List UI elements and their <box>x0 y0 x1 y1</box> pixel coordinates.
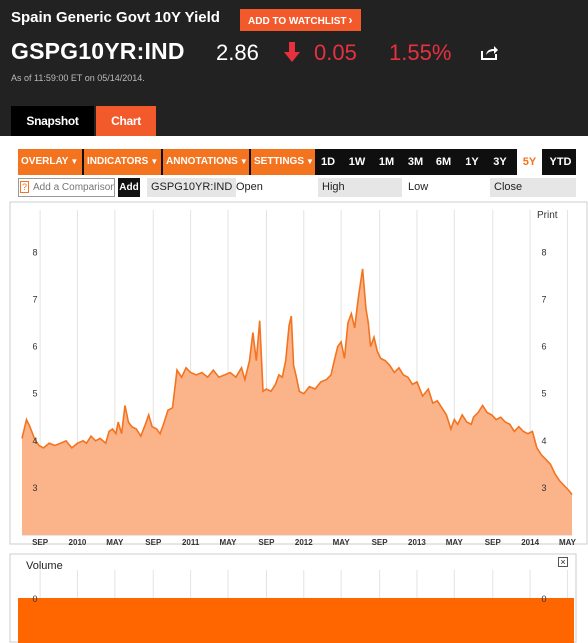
close-field: Close <box>490 178 576 197</box>
symbol-label: GSPG10YR:IND <box>147 178 237 197</box>
tab-chart[interactable]: Chart <box>96 106 156 136</box>
volume-tick-label-right-0: 0 <box>541 594 546 604</box>
y-tick-label-left-2: 5 <box>32 389 37 399</box>
caret-down-icon: ▼ <box>239 157 248 166</box>
ticker-symbol: GSPG10YR:IND <box>11 38 185 64</box>
y-tick-label-left-3: 6 <box>32 342 37 352</box>
x-tick-label-6: SEP <box>258 538 275 547</box>
open-field: Open <box>236 181 263 193</box>
range-1w[interactable]: 1W <box>348 156 366 168</box>
volume-tick-label-left-0: 0 <box>32 594 37 604</box>
y-tick-label-left-4: 7 <box>32 294 37 304</box>
help-icon[interactable]: ? <box>20 181 30 193</box>
range-6m[interactable]: 6M <box>435 156 452 168</box>
range-ytd[interactable]: YTD <box>549 156 572 168</box>
x-tick-label-9: SEP <box>372 538 389 547</box>
share-icon[interactable] <box>481 44 499 60</box>
last-price: 2.86 <box>216 40 259 65</box>
yield-chart: 3 3 4 4 5 5 6 6 7 7 8 8 SEP 2010 MAY SEP 2011 MAY SEP 2012… <box>9 201 588 643</box>
overlay-menu-label: OVERLAY <box>21 156 69 167</box>
chevron-right-icon: › <box>348 13 353 27</box>
range-3y[interactable]: 3Y <box>493 156 507 168</box>
x-tick-label-7: 2012 <box>295 538 313 547</box>
high-field: High <box>318 178 402 197</box>
as-of-timestamp: As of 11:59:00 ET on 05/14/2014. <box>11 73 145 83</box>
y-tick-label-left-5: 8 <box>32 247 37 257</box>
settings-menu-label: SETTINGS <box>254 156 305 167</box>
volume-bar <box>18 598 574 643</box>
x-tick-label-11: MAY <box>446 538 464 547</box>
x-tick-label-8: MAY <box>333 538 351 547</box>
tab-snapshot[interactable]: Snapshot <box>11 106 94 136</box>
volume-label: Volume <box>26 560 63 572</box>
range-1d[interactable]: 1D <box>320 156 336 168</box>
y-tick-label-right-1: 4 <box>541 436 546 446</box>
low-field: Low <box>408 181 429 193</box>
add-to-watchlist-button[interactable]: ADD TO WATCHLIST › <box>240 9 361 31</box>
y-tick-label-right-0: 3 <box>541 483 546 493</box>
x-axis-labels: SEP 2010 MAY SEP 2011 MAY SEP 2012 MAY SEP 2013 MAY… <box>32 538 577 547</box>
add-comparison-button[interactable]: Add <box>118 178 140 197</box>
annotations-menu[interactable]: ANNOTATIONS ▼ <box>163 149 249 175</box>
x-tick-label-10: 2013 <box>408 538 426 547</box>
indicators-menu-label: INDICATORS <box>87 156 149 167</box>
x-tick-label-12: SEP <box>485 538 502 547</box>
overlay-menu[interactable]: OVERLAY ▼ <box>18 149 82 175</box>
y-tick-label-left-0: 3 <box>32 483 37 493</box>
watchlist-label: ADD TO WATCHLIST <box>248 16 347 27</box>
x-tick-label-13: 2014 <box>521 538 539 547</box>
y-tick-label-right-2: 5 <box>541 389 546 399</box>
range-5y[interactable]: 5Y <box>517 149 542 175</box>
y-tick-label-right-4: 7 <box>541 294 546 304</box>
x-tick-label-5: MAY <box>219 538 237 547</box>
down-arrow-icon <box>284 42 300 62</box>
price-change-percent: 1.55% <box>389 40 452 65</box>
settings-menu[interactable]: SETTINGS ▼ <box>251 149 315 175</box>
print-button[interactable]: Print <box>537 210 558 221</box>
caret-down-icon: ▼ <box>306 157 314 166</box>
page-title: Spain Generic Govt 10Y Yield <box>11 9 220 26</box>
x-tick-label-0: SEP <box>32 538 49 547</box>
quote-header: Spain Generic Govt 10Y Yield ADD TO WATC… <box>0 0 588 136</box>
annotations-menu-label: ANNOTATIONS <box>166 156 238 167</box>
y-tick-label-right-5: 8 <box>541 247 546 257</box>
indicators-menu[interactable]: INDICATORS ▼ <box>84 149 161 175</box>
range-1m[interactable]: 1M <box>378 156 395 168</box>
x-tick-label-14: MAY <box>559 538 577 547</box>
yield-line <box>21 268 573 496</box>
y-tick-label-left-1: 4 <box>32 436 37 446</box>
x-tick-label-1: 2010 <box>69 538 87 547</box>
y-axis-labels: 3 3 4 4 5 5 6 6 7 7 8 8 <box>32 247 546 493</box>
x-tick-label-4: 2011 <box>182 538 200 547</box>
range-1y[interactable]: 1Y <box>465 156 479 168</box>
yield-area <box>22 268 572 535</box>
add-comparison-input[interactable] <box>18 178 115 197</box>
price-change: 0.05 <box>314 40 357 65</box>
close-icon[interactable]: × <box>558 557 568 567</box>
x-tick-label-3: SEP <box>145 538 162 547</box>
caret-down-icon: ▼ <box>70 157 79 166</box>
x-tick-label-2: MAY <box>106 538 124 547</box>
comparison-row: ? Add GSPG10YR:IND Open High Low Close <box>18 178 576 197</box>
chart-toolbar: OVERLAY ▼ INDICATORS ▼ ANNOTATIONS ▼ SETTIN… <box>18 149 576 175</box>
y-tick-label-right-3: 6 <box>541 342 546 352</box>
range-3m[interactable]: 3M <box>407 156 424 168</box>
caret-down-icon: ▼ <box>150 157 159 166</box>
